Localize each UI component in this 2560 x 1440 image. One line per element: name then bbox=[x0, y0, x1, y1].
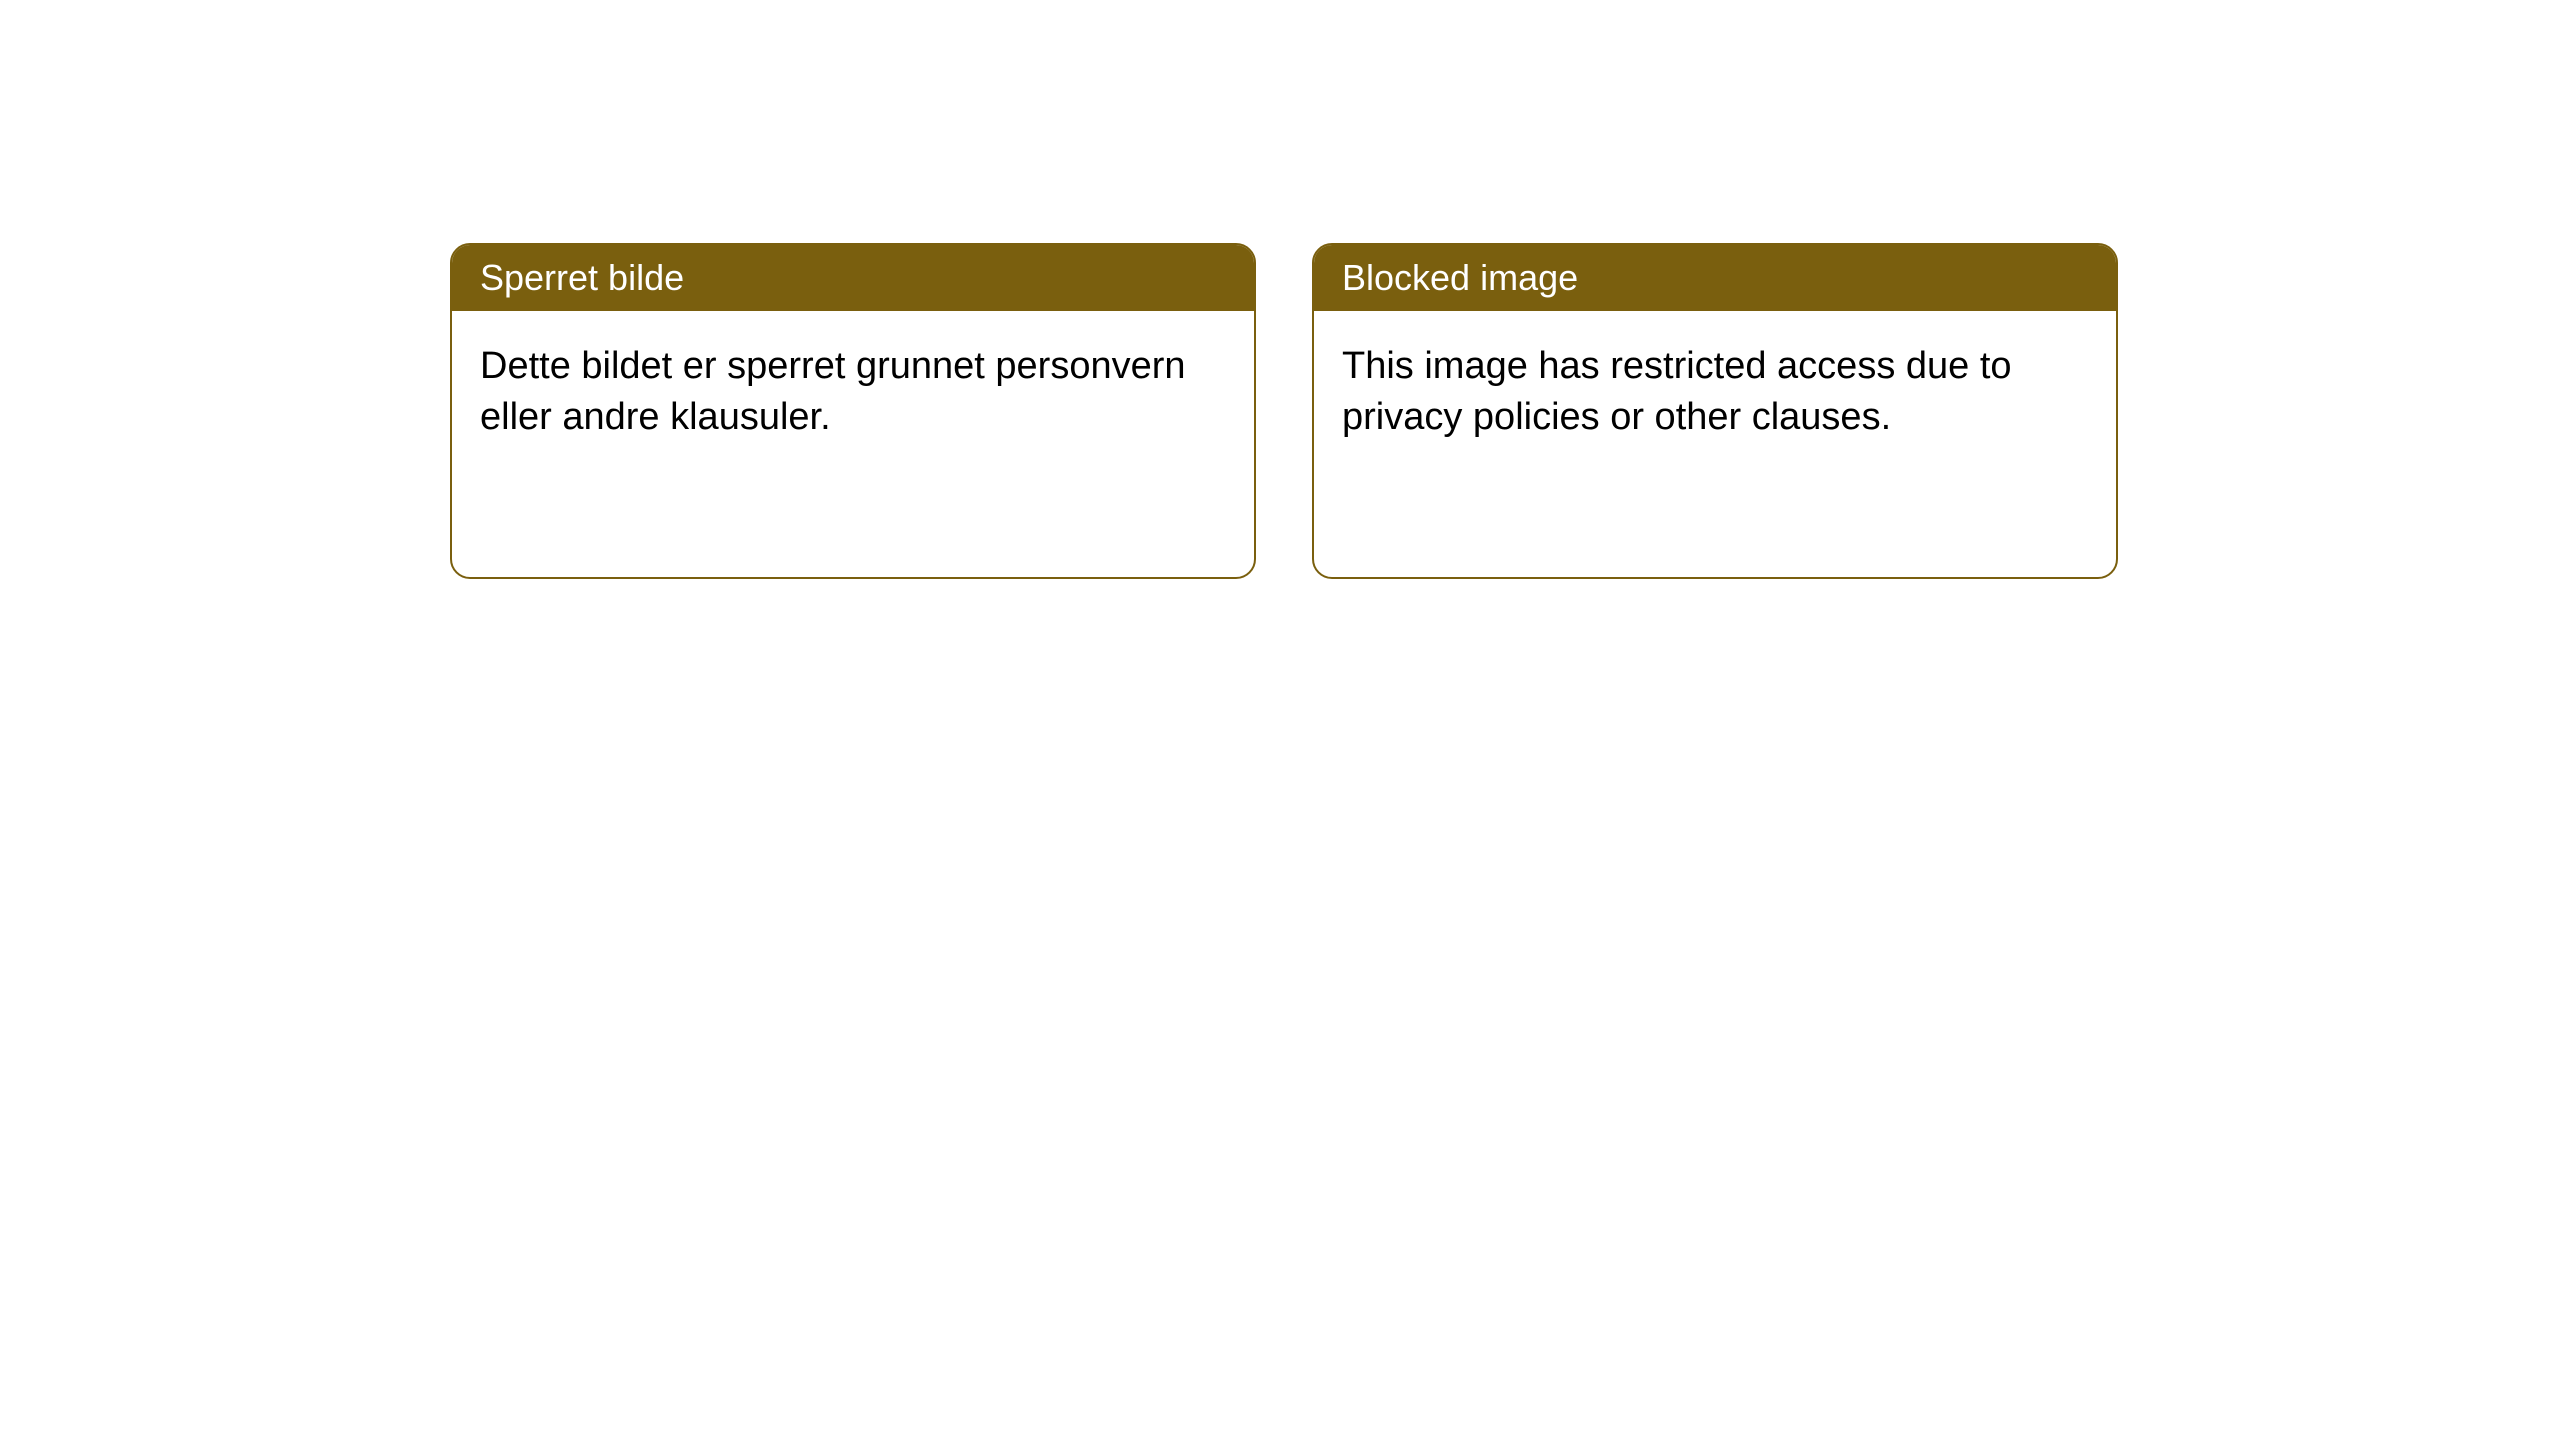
card-body-text: Dette bildet er sperret grunnet personve… bbox=[480, 345, 1186, 438]
card-title: Blocked image bbox=[1342, 257, 1578, 298]
card-body-text: This image has restricted access due to … bbox=[1342, 345, 2012, 438]
card-header: Sperret bilde bbox=[452, 245, 1254, 311]
notice-card-norwegian: Sperret bilde Dette bildet er sperret gr… bbox=[450, 243, 1256, 579]
card-body: This image has restricted access due to … bbox=[1314, 311, 2116, 474]
card-header: Blocked image bbox=[1314, 245, 2116, 311]
card-title: Sperret bilde bbox=[480, 257, 684, 298]
notice-cards-container: Sperret bilde Dette bildet er sperret gr… bbox=[450, 243, 2118, 579]
notice-card-english: Blocked image This image has restricted … bbox=[1312, 243, 2118, 579]
card-body: Dette bildet er sperret grunnet personve… bbox=[452, 311, 1254, 474]
